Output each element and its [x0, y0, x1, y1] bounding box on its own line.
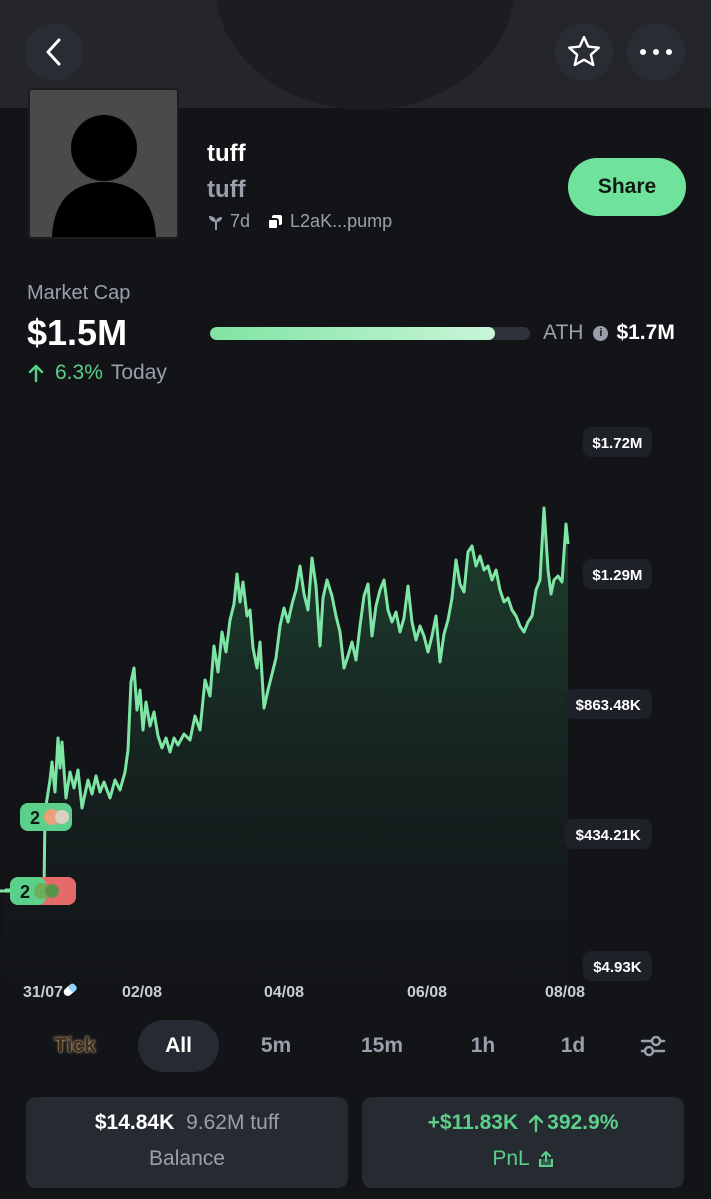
token-name: tuff — [207, 140, 246, 167]
chevron-left-icon — [46, 38, 61, 66]
trade-marker[interactable]: 2 — [20, 803, 72, 831]
more-horizontal-icon — [640, 49, 672, 55]
token-symbol: tuff — [207, 176, 246, 203]
y-tick-label: $1.72M — [582, 427, 652, 457]
timeframe-tabs: Tick All 5m 15m 1h 1d — [0, 1020, 711, 1076]
y-tick-pill — [564, 819, 652, 849]
copy-address-button[interactable]: L2aK...pump — [266, 211, 392, 232]
trader-avatar-icon — [44, 809, 69, 825]
tab-1d[interactable]: 1d — [560, 1034, 586, 1057]
x-tick-label: 04/08 — [264, 984, 304, 1001]
share-icon[interactable] — [538, 1150, 554, 1168]
token-age: 7d — [230, 211, 251, 231]
token-meta: 7d L2aK...pump — [207, 211, 392, 232]
x-tick-label: 08/08 — [545, 984, 585, 1001]
balance-line: $14.84K 9.62M tuff — [26, 1111, 348, 1135]
y-tick-pill — [582, 951, 652, 981]
change-period: Today — [110, 361, 167, 384]
trade-marker[interactable]: 2 — [0, 877, 76, 905]
y-tick-text: $1.72M — [592, 435, 642, 452]
favorite-button[interactable] — [555, 23, 613, 81]
default-person-icon — [52, 115, 156, 237]
y-tick-pill — [582, 427, 652, 457]
arrow-up-icon — [528, 1114, 544, 1133]
trader-avatar-icon — [34, 883, 59, 899]
token-address: L2aK...pump — [290, 211, 393, 231]
sprout-icon — [209, 215, 222, 230]
y-tick-label: $434.21K — [564, 819, 652, 849]
token-avatar — [28, 88, 179, 239]
market-cap-label: Market Cap — [27, 282, 131, 304]
pnl-percent: 392.9% — [547, 1111, 619, 1134]
tab-tick[interactable]: Tick — [54, 1034, 96, 1057]
y-tick-label: $1.29M — [582, 559, 652, 589]
balance-amount: 9.62M tuff — [186, 1111, 280, 1134]
y-tick-text: $434.21K — [576, 827, 641, 844]
trade-marker-count: 2 — [20, 882, 30, 902]
pnl-label: PnL — [492, 1147, 530, 1170]
price-area-fill — [5, 508, 568, 980]
tab-5m[interactable]: 5m — [260, 1034, 292, 1057]
arrow-up-icon — [28, 364, 44, 383]
y-tick-text: $1.29M — [592, 567, 642, 584]
y-tick-text: $863.48K — [576, 697, 641, 714]
tab-15m[interactable]: 15m — [360, 1034, 404, 1057]
market-cap-value: $1.5M — [27, 312, 128, 353]
sliders-icon — [640, 1035, 666, 1057]
pnl-label-line: PnL — [362, 1147, 684, 1171]
market-cap-change: 6.3% Today — [27, 361, 167, 385]
ath-progress-bar — [210, 327, 530, 340]
ath-progress-fill — [210, 327, 495, 340]
x-tick-label: 31/07 — [23, 984, 63, 1001]
tab-all[interactable]: All — [138, 1020, 219, 1072]
star-outline-icon — [568, 35, 600, 67]
balance-usd: $14.84K — [94, 1111, 175, 1134]
y-tick-text: $4.93K — [593, 959, 642, 976]
balance-card[interactable]: $14.84K 9.62M tuff Balance — [26, 1097, 348, 1188]
tab-1h[interactable]: 1h — [470, 1034, 496, 1057]
ath-label: ATH — [543, 321, 584, 344]
balance-label: Balance — [149, 1147, 225, 1170]
pnl-card[interactable]: +$11.83K 392.9% PnL — [362, 1097, 684, 1188]
more-button[interactable] — [627, 23, 685, 81]
x-tick-label: 06/08 — [407, 984, 447, 1001]
price-chart[interactable]: $1.72M $1.29M $863.48K $434.21K $4.93K 31/07 0… — [0, 420, 711, 1010]
back-button[interactable] — [25, 23, 83, 81]
share-button[interactable]: Share — [568, 158, 686, 216]
trade-marker-count: 2 — [30, 808, 40, 828]
pnl-line: +$11.83K 392.9% — [362, 1111, 684, 1135]
ath-value: $1.7M — [616, 321, 675, 344]
y-tick-label: $4.93K — [582, 951, 652, 981]
y-tick-label: $863.48K — [564, 689, 652, 719]
copy-icon — [267, 214, 283, 230]
x-tick-label: 02/08 — [122, 984, 162, 1001]
y-tick-pill — [582, 559, 652, 589]
change-percent: 6.3% — [55, 361, 103, 384]
ath-block: ATH i $1.7M — [543, 321, 675, 345]
banner-shape — [215, 0, 515, 110]
pill-icon — [63, 983, 77, 996]
pnl-value: +$11.83K — [427, 1111, 519, 1134]
chart-settings-button[interactable] — [628, 1020, 678, 1072]
y-tick-pill — [564, 689, 652, 719]
price-line — [5, 506, 570, 892]
info-icon[interactable]: i — [593, 325, 609, 341]
